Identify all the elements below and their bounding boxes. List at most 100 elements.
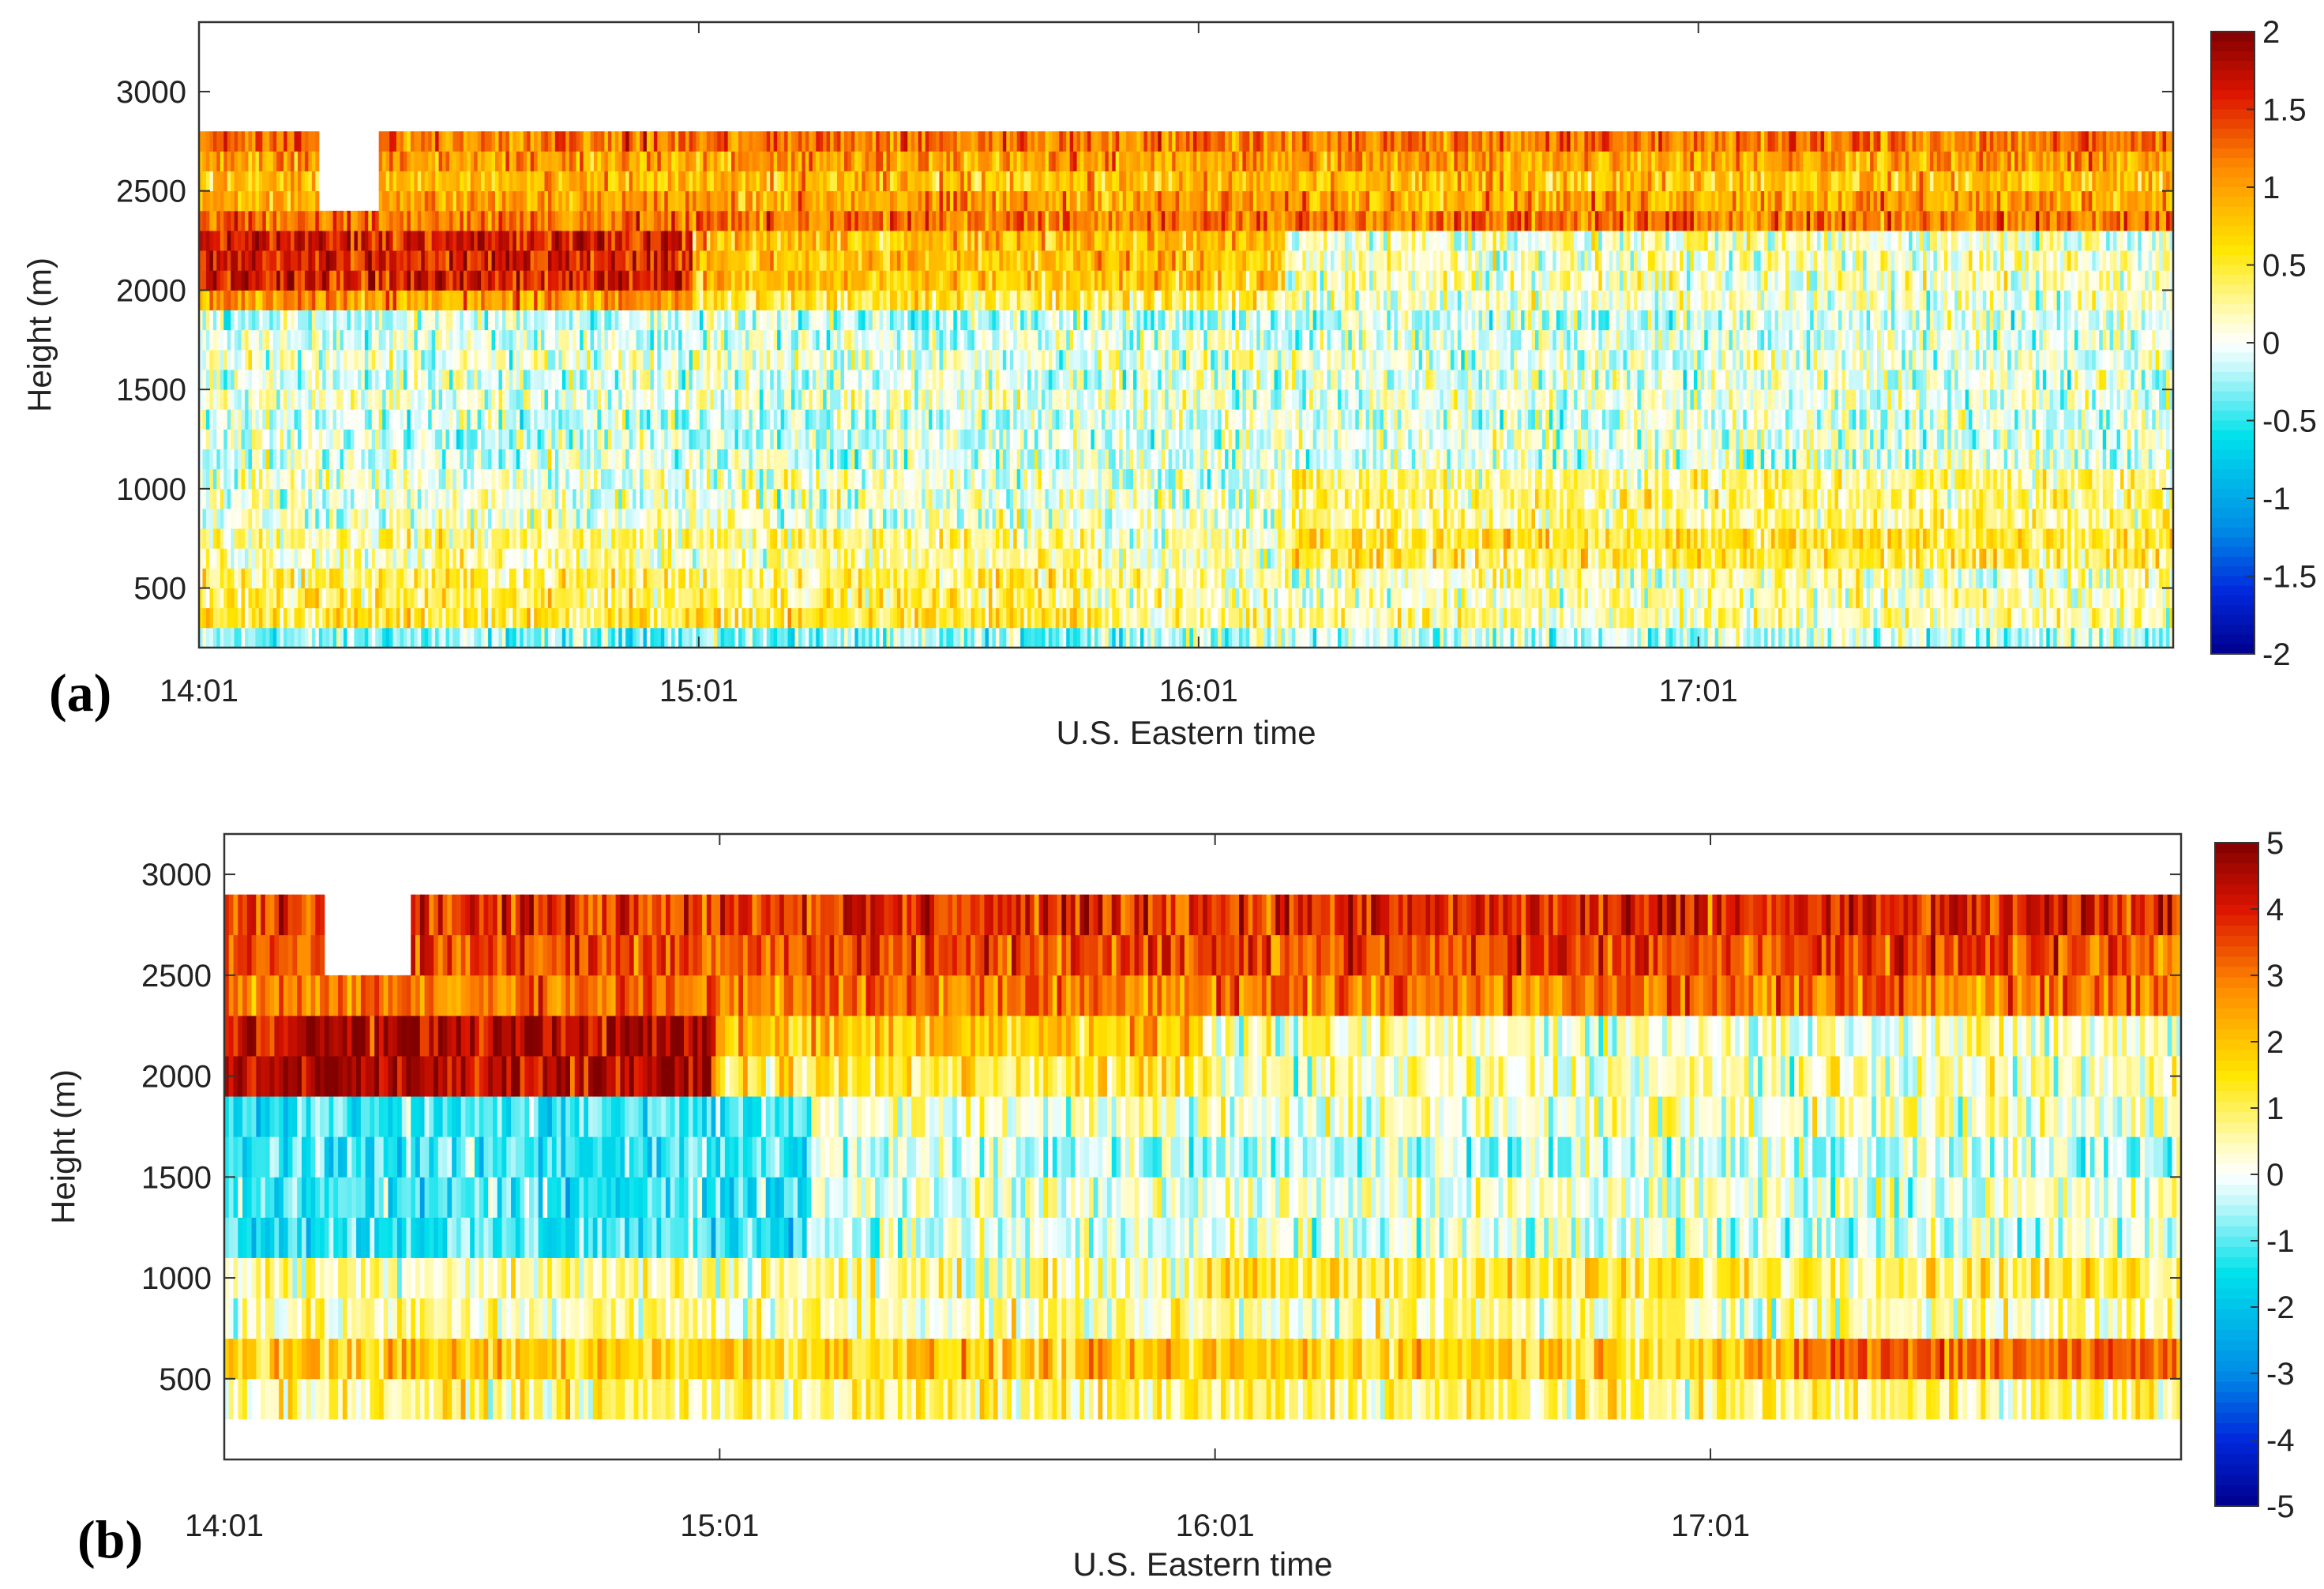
heatmap-cell	[1686, 548, 1691, 569]
heatmap-cell	[614, 548, 619, 569]
heatmap-cell	[283, 627, 288, 648]
heatmap-cell	[2081, 509, 2086, 529]
heatmap-cell	[625, 528, 630, 549]
heatmap-cell	[1605, 509, 1610, 529]
heatmap-cell	[1736, 509, 1740, 529]
heatmap-cell	[1514, 568, 1519, 588]
heatmap-cell	[1115, 528, 1120, 549]
heatmap-cell	[322, 548, 327, 569]
heatmap-cell	[456, 548, 460, 569]
heatmap-cell	[1242, 607, 1247, 629]
heatmap-cell	[1355, 588, 1360, 609]
heatmap-cell	[2007, 607, 2012, 629]
heatmap-cell	[1771, 548, 1776, 569]
heatmap-cell	[1549, 607, 1553, 629]
heatmap-cell	[1351, 488, 1356, 509]
heatmap-cell	[199, 568, 204, 588]
heatmap-cell	[435, 568, 440, 588]
heatmap-cell	[1633, 488, 1639, 509]
heatmap-cell	[597, 528, 602, 549]
heatmap-cell	[872, 468, 877, 490]
heatmap-cell	[826, 528, 831, 549]
heatmap-cell	[1697, 568, 1702, 588]
heatmap-cell	[1859, 568, 1864, 588]
heatmap-cell	[336, 468, 341, 490]
heatmap-cell	[1066, 588, 1071, 609]
heatmap-cell	[1545, 528, 1550, 549]
heatmap-cell	[1274, 528, 1278, 549]
heatmap-cell	[1048, 548, 1053, 569]
heatmap-cell	[1704, 509, 1709, 529]
heatmap-cell	[1958, 488, 1962, 509]
heatmap-cell	[1534, 528, 1540, 549]
heatmap-cell	[724, 488, 729, 509]
heatmap-cell	[886, 548, 891, 569]
heatmap-cell	[576, 468, 580, 490]
heatmap-cell	[1041, 528, 1046, 549]
heatmap-cell	[1464, 588, 1469, 609]
heatmap-cell	[2042, 528, 2047, 549]
heatmap-cell	[1856, 509, 1860, 529]
heatmap-cell	[2134, 627, 2138, 648]
heatmap-cell	[1969, 548, 1973, 569]
heatmap-cell	[1707, 627, 1712, 648]
heatmap-cell	[1143, 588, 1148, 609]
heatmap-cell	[396, 488, 401, 509]
heatmap-cell	[600, 509, 605, 529]
heatmap-cell	[2134, 488, 2138, 509]
heatmap-cell	[925, 488, 929, 509]
heatmap-cell	[816, 607, 820, 629]
heatmap-cell	[304, 588, 309, 609]
heatmap-cell	[1394, 627, 1399, 648]
heatmap-cell	[731, 588, 736, 609]
heatmap-cell	[421, 607, 426, 629]
heatmap-cell	[667, 468, 672, 490]
heatmap-cell	[1563, 509, 1567, 529]
heatmap-cell	[869, 627, 873, 648]
heatmap-cell	[896, 509, 901, 529]
heatmap-cell	[1620, 568, 1624, 588]
heatmap-cell	[1189, 509, 1194, 529]
heatmap-cell	[407, 607, 411, 629]
heatmap-cell	[2025, 548, 2029, 569]
heatmap-cell	[657, 568, 662, 588]
heatmap-cell	[1327, 607, 1331, 629]
heatmap-cell	[929, 548, 933, 569]
heatmap-cell	[710, 607, 715, 629]
heatmap-cell	[501, 509, 506, 529]
heatmap-cell	[925, 468, 929, 490]
heatmap-cell	[1478, 568, 1483, 588]
heatmap-cell	[1898, 588, 1902, 609]
heatmap-cell	[1673, 607, 1677, 629]
heatmap-cell	[2039, 607, 2044, 629]
heatmap-cell	[1890, 468, 1895, 490]
heatmap-cell	[967, 627, 972, 648]
heatmap-cell	[1126, 488, 1131, 509]
heatmap-cell	[1665, 627, 1670, 648]
heatmap-cell	[1605, 568, 1610, 588]
heatmap-cell	[1732, 488, 1737, 509]
heatmap-cell	[1002, 468, 1007, 490]
heatmap-cell	[865, 568, 869, 588]
heatmap-cell	[1979, 468, 1984, 490]
heatmap-cell	[1729, 588, 1733, 609]
heatmap-cell	[886, 607, 891, 629]
heatmap-cell	[1647, 607, 1652, 629]
heatmap-cell	[1080, 528, 1085, 549]
heatmap-cell	[896, 528, 901, 549]
heatmap-cell	[1013, 509, 1018, 529]
heatmap-cell	[431, 568, 436, 588]
heatmap-cell	[1331, 509, 1335, 529]
heatmap-cell	[248, 528, 253, 549]
heatmap-cell	[238, 627, 242, 648]
heatmap-cell	[2113, 627, 2118, 648]
heatmap-cell	[1556, 627, 1560, 648]
heatmap-cell	[1291, 468, 1296, 490]
heatmap-cell	[428, 568, 433, 588]
heatmap-cell	[523, 468, 527, 490]
heatmap-cell	[823, 607, 828, 629]
heatmap-cell	[1108, 607, 1113, 629]
heatmap-cell	[1263, 488, 1268, 509]
heatmap-cell	[238, 548, 242, 569]
heatmap-cell	[1905, 627, 1909, 648]
